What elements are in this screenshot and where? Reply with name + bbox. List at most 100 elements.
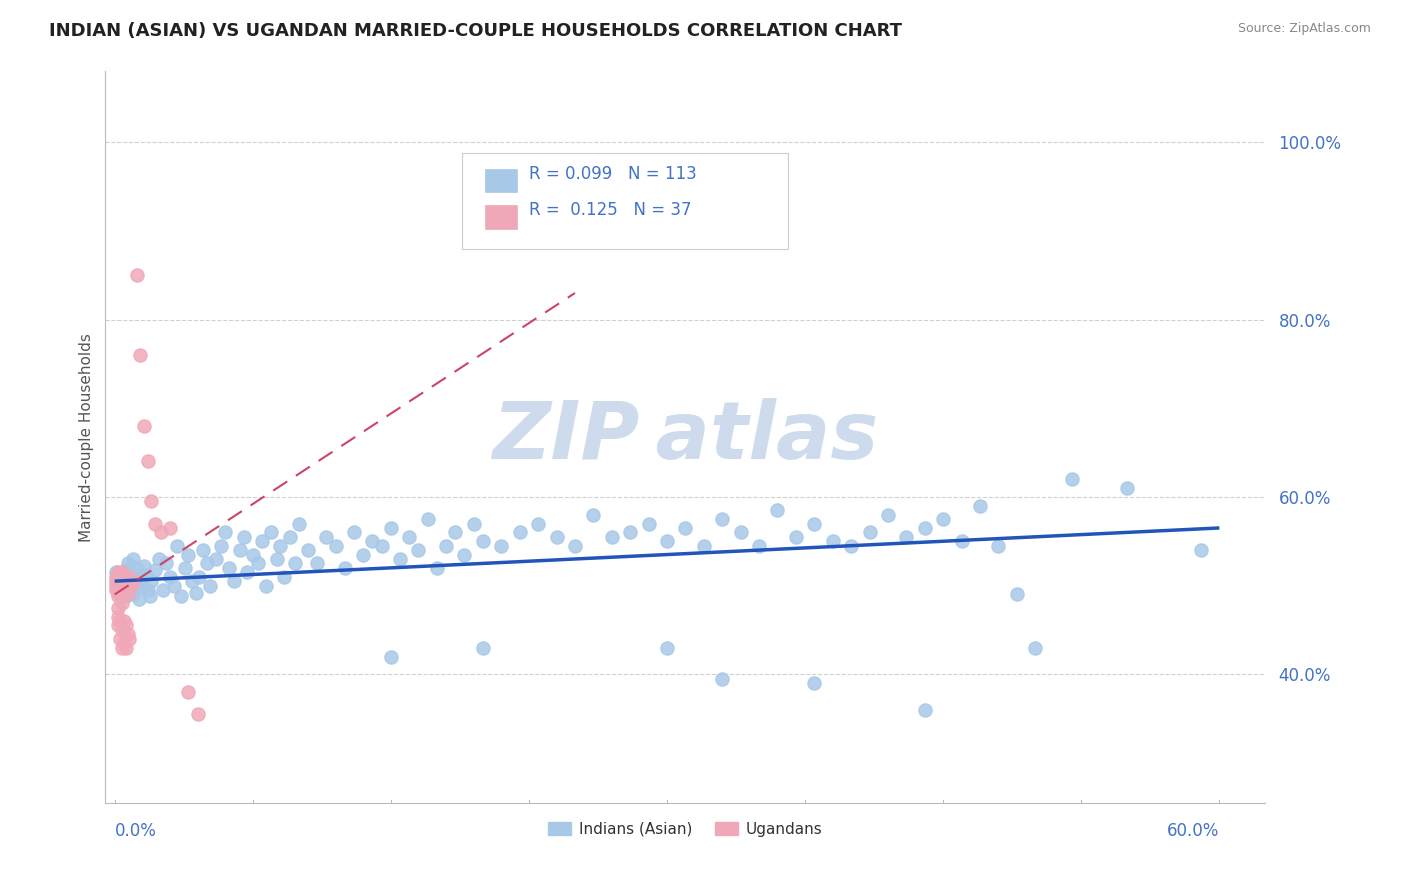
Point [950,534,973,549]
Point [195,557,218,571]
Point [108,614,131,628]
Point [380,649,402,664]
Point [177,548,200,562]
Point [159,521,181,535]
Point [1062,472,1084,486]
Point [112,614,135,628]
Point [453,548,475,562]
Point [162,578,184,592]
Text: INDIAN (ASIAN) VS UGANDAN MARRIED-COUPLE HOUSEHOLDS CORRELATION CHART: INDIAN (ASIAN) VS UGANDAN MARRIED-COUPLE… [49,22,903,40]
Point [380,521,402,535]
Point [711,672,734,686]
Point [117,587,139,601]
Point [307,557,329,571]
Point [107,600,129,615]
Point [149,525,172,540]
Point [112,576,135,591]
Point [143,563,166,577]
Point [675,521,697,535]
Point [112,636,135,650]
Point [111,582,134,597]
Point [655,640,678,655]
Point [107,574,129,589]
Point [117,627,139,641]
Point [173,561,195,575]
Point [211,539,233,553]
Point [191,543,214,558]
Point [637,516,659,531]
Point [114,580,136,594]
Point [416,512,439,526]
Point [114,589,136,603]
Point [471,534,494,549]
Point [107,589,129,603]
Point [232,530,254,544]
Point [148,552,170,566]
Point [987,539,1010,553]
Point [389,552,412,566]
Point [325,539,347,553]
Point [105,574,128,589]
Point [564,539,586,553]
Point [114,563,136,577]
Point [111,596,134,610]
Point [1005,587,1028,601]
Point [131,580,153,594]
Point [152,582,174,597]
Point [120,578,142,592]
Point [1189,543,1212,558]
Point [242,548,264,562]
Point [877,508,900,522]
Point [125,268,148,283]
Text: R =  0.125   N = 37: R = 0.125 N = 37 [529,202,692,219]
Point [122,574,145,589]
Point [125,561,148,575]
Point [821,534,844,549]
Point [370,539,392,553]
Point [730,525,752,540]
Point [655,534,678,549]
Point [766,503,789,517]
Point [188,570,211,584]
Point [124,578,146,592]
Point [200,578,222,592]
Y-axis label: Married-couple Households: Married-couple Households [79,333,94,541]
Point [247,557,270,571]
Point [527,516,550,531]
Point [582,508,605,522]
Point [112,580,135,594]
Point [105,578,128,592]
Point [896,530,918,544]
Point [463,516,485,531]
Point [107,618,129,632]
Point [218,561,240,575]
Point [122,587,145,601]
Point [107,570,129,584]
Point [1116,481,1139,495]
Point [155,557,177,571]
FancyBboxPatch shape [461,153,787,249]
Point [315,530,337,544]
Point [205,552,228,566]
Point [600,530,623,544]
Point [143,516,166,531]
Point [136,454,159,468]
Point [932,512,955,526]
Point [224,574,246,589]
Point [141,494,163,508]
FancyBboxPatch shape [485,205,517,228]
Point [105,582,128,597]
Point [785,530,807,544]
Point [186,707,208,722]
Point [914,521,936,535]
Point [803,516,825,531]
Point [711,512,734,526]
Point [117,570,139,584]
Point [287,516,309,531]
Point [254,578,277,592]
Point [1024,640,1046,655]
FancyBboxPatch shape [485,169,517,192]
Point [120,566,142,580]
Text: ZIP atlas: ZIP atlas [492,398,879,476]
Point [398,530,420,544]
